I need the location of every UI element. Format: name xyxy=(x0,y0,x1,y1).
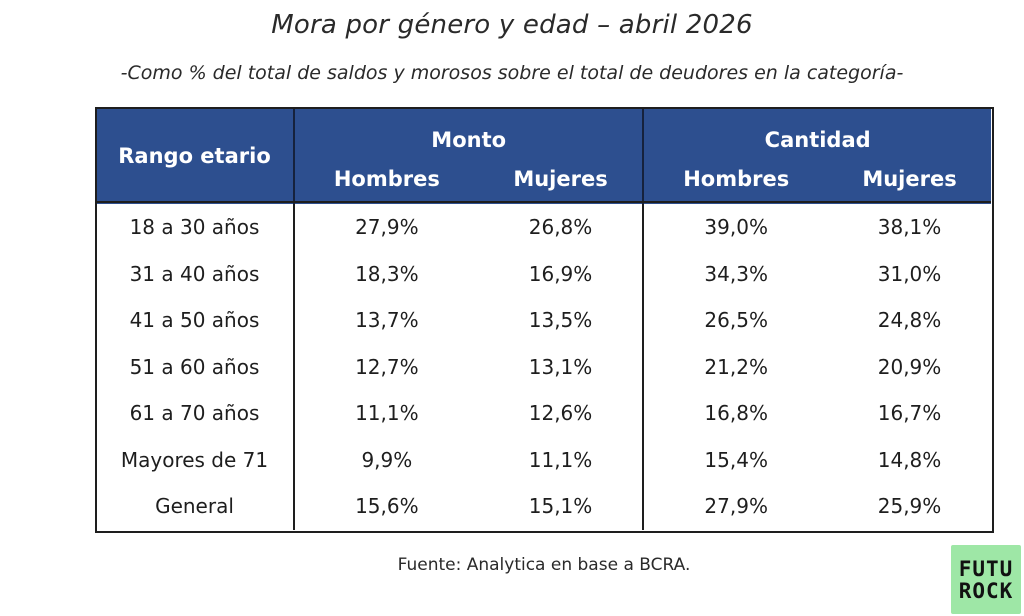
table-row: 18 a 30 años 27,9% 26,8% 39,0% 38,1% xyxy=(96,204,991,251)
cell-cantidad-hombres: 27,9% xyxy=(704,494,768,519)
cell-monto-mujeres: 13,1% xyxy=(478,343,645,390)
header-rango-etario: Rango etario xyxy=(96,108,295,204)
table-row: 51 a 60 años 12,7% 13,1% 21,2% 20,9% xyxy=(96,343,991,390)
cell-rango: Mayores de 71 xyxy=(96,436,295,483)
header-monto-mujeres: Mujeres xyxy=(478,154,645,204)
cell-cantidad-mujeres: 16,7% xyxy=(877,401,942,426)
cell-rango: 61 a 70 años xyxy=(96,390,295,437)
table-row: General 15,6% 15,1% 27,9% 25,9% xyxy=(96,483,991,530)
cell-cantidad-mujeres: 24,8% xyxy=(877,308,942,333)
cell-monto-hombres: 18,3% xyxy=(355,261,419,286)
header-divider xyxy=(96,201,991,203)
cell-monto-hombres: 11,1% xyxy=(355,401,419,426)
cell-monto-hombres: 12,7% xyxy=(355,354,419,379)
table-row: 31 a 40 años 18,3% 16,9% 34,3% 31,0% xyxy=(96,250,991,297)
cell-monto-hombres: 13,7% xyxy=(355,308,419,333)
cell-cantidad-hombres: 21,2% xyxy=(704,354,768,379)
cell-rango: 51 a 60 años xyxy=(96,343,295,390)
cell-monto-mujeres: 11,1% xyxy=(478,436,645,483)
cell-cantidad-hombres: 39,0% xyxy=(704,215,768,240)
cell-cantidad-mujeres: 31,0% xyxy=(877,261,942,286)
logo-line-1: FUTU xyxy=(958,556,1014,581)
table-row: Mayores de 71 9,9% 11,1% 15,4% 14,8% xyxy=(96,436,991,483)
cell-cantidad-mujeres: 25,9% xyxy=(877,494,942,519)
table-row: 41 a 50 años 13,7% 13,5% 26,5% 24,8% xyxy=(96,297,991,344)
header-group-monto: Monto xyxy=(294,108,645,154)
header-monto-hombres: Hombres xyxy=(294,154,479,204)
cell-monto-mujeres: 26,8% xyxy=(478,204,645,251)
cell-cantidad-mujeres: 38,1% xyxy=(877,215,942,240)
cell-monto-mujeres: 16,9% xyxy=(478,250,645,297)
logo-line-2: ROCK xyxy=(958,578,1014,603)
table-row: 61 a 70 años 11,1% 12,6% 16,8% 16,7% xyxy=(96,390,991,437)
cell-cantidad-hombres: 15,4% xyxy=(704,447,768,472)
cell-monto-hombres: 27,9% xyxy=(355,215,419,240)
header-cantidad-hombres: Hombres xyxy=(643,154,829,204)
cell-rango: 18 a 30 años xyxy=(96,204,295,251)
cell-cantidad-hombres: 16,8% xyxy=(704,401,768,426)
header-group-cantidad: Cantidad xyxy=(643,108,991,154)
cell-rango: 31 a 40 años xyxy=(96,250,295,297)
cell-cantidad-hombres: 34,3% xyxy=(704,261,768,286)
header-cantidad-mujeres: Mujeres xyxy=(828,154,991,204)
cell-monto-mujeres: 13,5% xyxy=(478,297,645,344)
cell-monto-mujeres: 15,1% xyxy=(478,483,645,530)
cell-monto-hombres: 15,6% xyxy=(355,494,419,519)
cell-cantidad-mujeres: 20,9% xyxy=(877,354,942,379)
cell-cantidad-hombres: 26,5% xyxy=(704,308,768,333)
page-title: Mora por género y edad – abril 2026 xyxy=(271,10,753,40)
cell-rango: 41 a 50 años xyxy=(96,297,295,344)
cell-monto-hombres: 9,9% xyxy=(361,447,413,472)
source-note: Fuente: Analytica en base a BCRA. xyxy=(397,555,691,575)
futurock-logo: FUTU ROCK xyxy=(951,545,1021,614)
mora-table: Rango etario Monto Cantidad Hombres Muje… xyxy=(96,108,991,530)
page-subtitle: -Como % del total de saldos y morosos so… xyxy=(120,62,904,84)
cell-cantidad-mujeres: 14,8% xyxy=(877,447,942,472)
cell-monto-mujeres: 12,6% xyxy=(478,390,645,437)
cell-rango: General xyxy=(96,483,295,530)
